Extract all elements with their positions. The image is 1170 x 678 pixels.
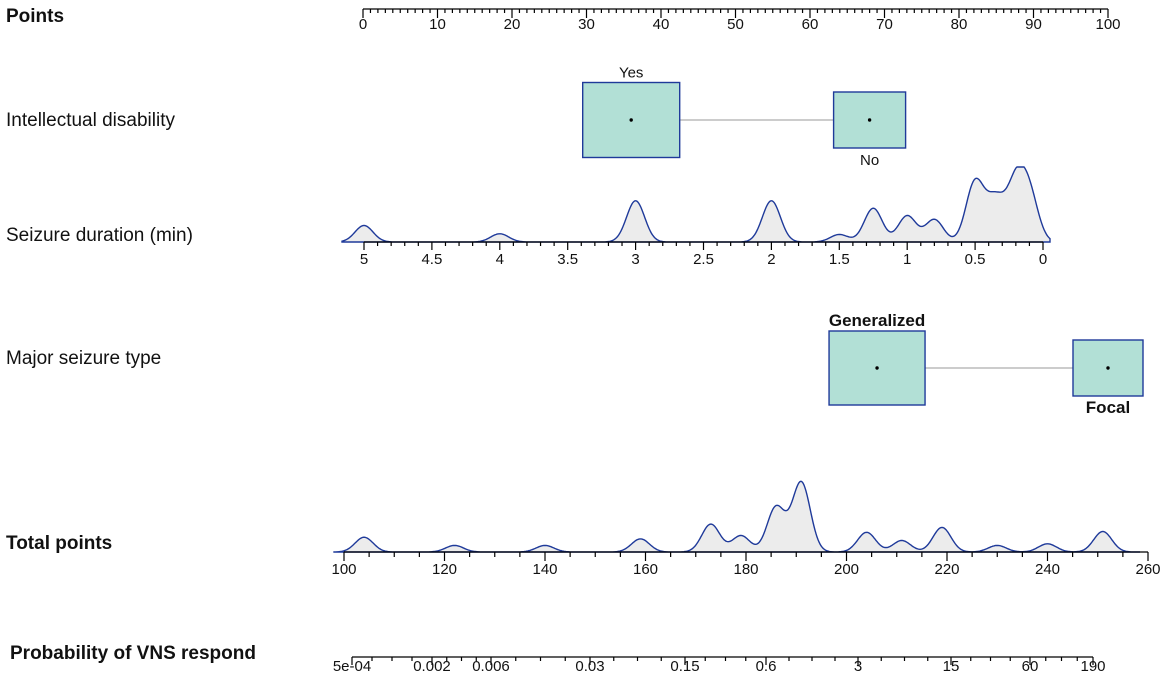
probability-tick-label: 15 [943,658,960,675]
seizure-duration-tick-label: 3 [631,251,639,268]
points-axis: 0 10 20 30 40 50 60 70 80 90 100 [359,8,1121,33]
major-seizure-type-row: Generalized Focal [828,311,1144,417]
category-point [1106,366,1110,370]
probability-tick-label: 3 [854,658,862,675]
seizure-duration-tick-label: 0 [1039,251,1047,268]
points-tick-label: 50 [727,16,744,33]
total-points-tick-label: 180 [733,561,758,578]
probability-tick-label: 190 [1080,658,1105,675]
probability-label: Probability of VNS respond [10,643,256,664]
seizure-duration-tick-label: 1.5 [829,251,850,268]
points-tick-label: 80 [951,16,968,33]
total-points-tick-label: 240 [1035,561,1060,578]
seizure-duration-density [341,166,1051,243]
total-points-tick-label: 120 [432,561,457,578]
seizure-duration-tick-label: 5 [360,251,368,268]
intellectual-disability-label: Intellectual disability [6,110,175,131]
points-tick-label: 20 [504,16,521,33]
seizure-duration-label: Seizure duration (min) [6,225,193,246]
category-box [828,330,926,406]
total-points-row: 100 120 140 160 180 200 220 240 260 [331,480,1161,578]
points-tick-label: 40 [653,16,670,33]
total-points-density [333,480,1140,553]
probability-axis: 5e-04 0.002 0.006 0.03 0.15 0.6 3 15 60 190 [333,656,1106,675]
seizure-duration-tick-label: 3.5 [557,251,578,268]
seizure-duration-tick-label: 1 [903,251,911,268]
major-seizure-type-label: Major seizure type [6,348,161,369]
seizure-duration-tick-label: 4.5 [421,251,442,268]
category-label: Focal [1086,398,1130,417]
seizure-duration-row: 5 4.5 4 3.5 3 2.5 2 1.5 1 0.5 0 [341,166,1051,268]
total-points-label: Total points [6,533,112,554]
seizure-duration-tick-label: 0.5 [965,251,986,268]
seizure-duration-tick-label: 4 [496,251,504,268]
category-label: No [860,152,879,169]
total-points-tick-label: 220 [934,561,959,578]
intellectual-disability-row: Yes No [582,65,907,169]
points-label: Points [6,6,64,27]
probability-tick-label: 5e-04 [333,658,371,675]
points-tick-label: 70 [876,16,893,33]
points-tick-label: 100 [1095,16,1120,33]
points-tick-label: 10 [429,16,446,33]
points-tick-label: 60 [802,16,819,33]
total-points-tick-label: 200 [834,561,859,578]
probability-tick-label: 60 [1022,658,1039,675]
points-tick-label: 30 [578,16,595,33]
category-point [875,366,879,370]
category-label: Yes [619,65,643,82]
probability-tick-label: 0.002 [413,658,451,675]
category-label: Generalized [829,311,925,330]
total-points-tick-label: 160 [633,561,658,578]
total-points-tick-label: 140 [532,561,557,578]
points-tick-label: 0 [359,16,367,33]
probability-tick-label: 0.03 [575,658,604,675]
probability-tick-label: 0.15 [670,658,699,675]
points-tick-label: 90 [1025,16,1042,33]
total-points-tick-label: 100 [331,561,356,578]
category-point [867,118,872,122]
probability-tick-label: 0.6 [756,658,777,675]
category-point [629,118,633,122]
seizure-duration-tick-label: 2 [767,251,775,268]
seizure-duration-tick-label: 2.5 [693,251,714,268]
total-points-tick-label: 260 [1135,561,1160,578]
probability-tick-label: 0.006 [472,658,510,675]
